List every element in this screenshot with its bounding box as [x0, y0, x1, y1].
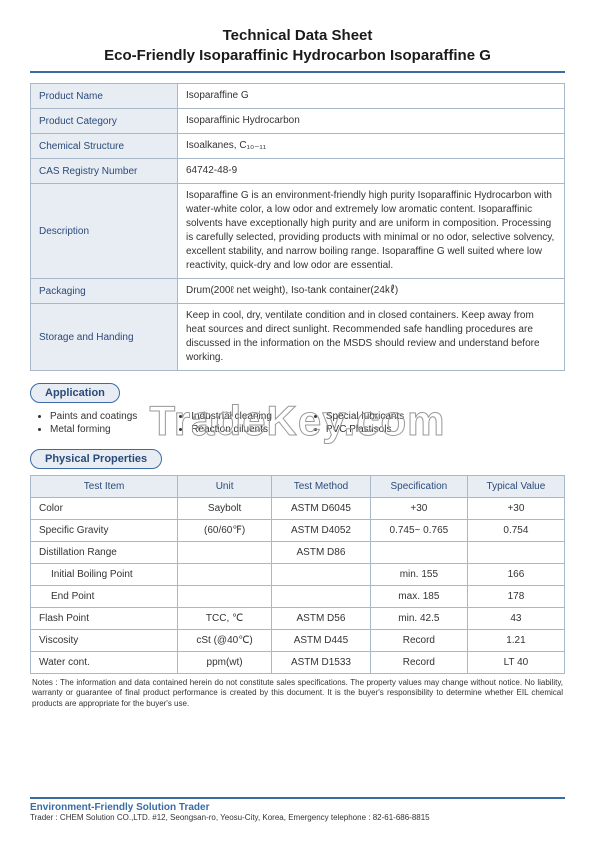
- info-value: Isoalkanes, C₁₀₋₁₁: [178, 134, 565, 159]
- phys-spec: +30: [370, 498, 467, 520]
- application-list: Paints and coatings Metal forming Industri…: [30, 409, 565, 437]
- phys-unit: [178, 564, 272, 586]
- info-value: 64742-48-9: [178, 159, 565, 184]
- title-line1: Technical Data Sheet: [223, 27, 373, 44]
- phys-item: End Point: [31, 586, 178, 608]
- phys-spec: Record: [370, 630, 467, 652]
- app-item: Metal forming: [50, 424, 137, 435]
- info-table: Product NameIsoparaffine GProduct Catego…: [30, 83, 565, 371]
- phys-item: Water cont.: [31, 652, 178, 674]
- phys-unit: TCC, ℃: [178, 608, 272, 630]
- info-value: Isoparaffinic Hydrocarbon: [178, 109, 565, 134]
- phys-typ: 178: [467, 586, 564, 608]
- info-value: Isoparaffine G is an environment-friendl…: [178, 184, 565, 279]
- phys-method: ASTM D4052: [272, 520, 371, 542]
- phys-item: Specific Gravity: [31, 520, 178, 542]
- info-label: Product Name: [31, 84, 178, 109]
- app-item: Paints and coatings: [50, 411, 137, 422]
- app-item: Industrial cleaning: [191, 411, 272, 422]
- physical-table: Test ItemUnitTest MethodSpecificationTyp…: [30, 475, 565, 674]
- phys-method: ASTM D1533: [272, 652, 371, 674]
- phys-method: ASTM D6045: [272, 498, 371, 520]
- phys-spec: Record: [370, 652, 467, 674]
- phys-method: [272, 564, 371, 586]
- phys-header: Unit: [178, 476, 272, 498]
- phys-item: Initial Boiling Point: [31, 564, 178, 586]
- phys-header: Typical Value: [467, 476, 564, 498]
- section-application: Application: [30, 383, 120, 403]
- phys-unit: Saybolt: [178, 498, 272, 520]
- phys-method: ASTM D56: [272, 608, 371, 630]
- info-label: Storage and Handing: [31, 304, 178, 371]
- header-rule: [30, 71, 565, 73]
- footer: Environment-Friendly Solution Trader Tra…: [30, 797, 565, 822]
- phys-spec: [370, 542, 467, 564]
- phys-typ: LT 40: [467, 652, 564, 674]
- phys-method: [272, 586, 371, 608]
- phys-item: Flash Point: [31, 608, 178, 630]
- phys-item: Color: [31, 498, 178, 520]
- footer-title: Environment-Friendly Solution Trader: [30, 802, 565, 813]
- app-item: Special lubricants: [326, 411, 404, 422]
- info-value: Keep in cool, dry, ventilate condition a…: [178, 304, 565, 371]
- info-label: Packaging: [31, 279, 178, 304]
- phys-header: Test Method: [272, 476, 371, 498]
- phys-spec: min. 155: [370, 564, 467, 586]
- app-item: PVC Plastisols: [326, 424, 404, 435]
- phys-unit: cSt (@40℃): [178, 630, 272, 652]
- phys-typ: +30: [467, 498, 564, 520]
- section-physical: Physical Properties: [30, 449, 162, 469]
- phys-spec: max. 185: [370, 586, 467, 608]
- phys-header: Specification: [370, 476, 467, 498]
- info-label: Description: [31, 184, 178, 279]
- phys-typ: 0.754: [467, 520, 564, 542]
- phys-unit: [178, 542, 272, 564]
- info-value: Isoparaffine G: [178, 84, 565, 109]
- phys-unit: (60/60℉): [178, 520, 272, 542]
- phys-header: Test Item: [31, 476, 178, 498]
- phys-typ: [467, 542, 564, 564]
- phys-method: ASTM D445: [272, 630, 371, 652]
- phys-unit: ppm(wt): [178, 652, 272, 674]
- info-value: Drum(200ℓ net weight), Iso-tank containe…: [178, 279, 565, 304]
- phys-spec: 0.745~ 0.765: [370, 520, 467, 542]
- phys-unit: [178, 586, 272, 608]
- footer-sub: Trader : CHEM Solution CO.,LTD. #12, Seo…: [30, 813, 565, 822]
- app-item: Reaction diluents: [191, 424, 272, 435]
- phys-typ: 1.21: [467, 630, 564, 652]
- phys-typ: 43: [467, 608, 564, 630]
- phys-method: ASTM D86: [272, 542, 371, 564]
- phys-typ: 166: [467, 564, 564, 586]
- info-label: Product Category: [31, 109, 178, 134]
- notes-text: Notes : The information and data contain…: [30, 678, 565, 709]
- phys-item: Viscosity: [31, 630, 178, 652]
- info-label: CAS Registry Number: [31, 159, 178, 184]
- phys-spec: min. 42.5: [370, 608, 467, 630]
- title-line2: Eco-Friendly Isoparaffinic Hydrocarbon I…: [104, 47, 491, 64]
- phys-item: Distillation Range: [31, 542, 178, 564]
- info-label: Chemical Structure: [31, 134, 178, 159]
